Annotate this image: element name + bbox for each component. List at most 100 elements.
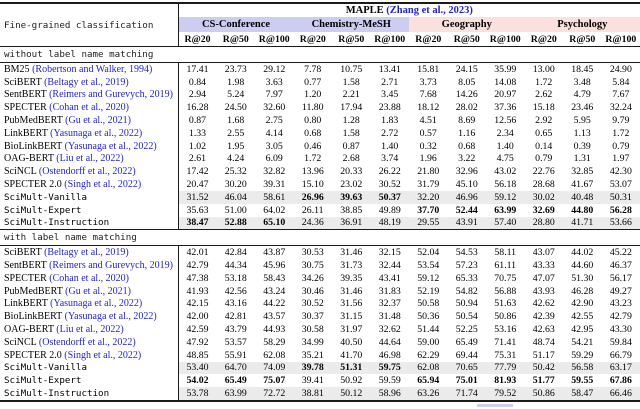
metric-value: 1.95 [227, 140, 245, 152]
metric-value: 17.42 [177, 165, 217, 179]
model-name: SciMult-Vanilla [4, 362, 87, 374]
metric-value: 58.61 [255, 190, 294, 204]
metric-value: 58.96 [370, 387, 409, 401]
metric-value: 35.63 [177, 203, 217, 217]
metric-value: 51.63 [494, 298, 517, 310]
metric-value: 42.62 [532, 298, 555, 310]
metric-value: 59.75 [370, 361, 409, 375]
citation-link[interactable]: (Yasunaga et al., 2022) [47, 298, 143, 310]
table-row: SciNCL (Ostendorff et al., 2022) 47.92 53.… [0, 335, 640, 349]
metric-value: 41.70 [340, 349, 363, 361]
dataset-citation-link[interactable]: (Zhang et al., 2023) [386, 5, 473, 16]
metric-value: 30.75 [301, 260, 324, 272]
model-name: BioLinkBERT [4, 140, 63, 152]
table-row: SentBERT (Reimers and Gurevych, 2019) 2.9… [0, 88, 640, 102]
citation-link[interactable]: (Yasunaga et al., 2022) [62, 311, 157, 323]
metric-value: 70.65 [447, 361, 486, 375]
table-row: BM25 (Robertson and Walker, 1994) 17.41 23… [0, 62, 640, 76]
table-row: LinkBERT (Yasunaga et al., 2022) 42.15 43.… [0, 297, 640, 311]
citation-link[interactable]: (Gu et al., 2021) [62, 285, 131, 297]
metric-value: 62.29 [417, 349, 440, 361]
metric-value: 4.79 [573, 89, 591, 101]
metric-value: 24.50 [224, 102, 247, 114]
metric-value: 0.65 [535, 127, 553, 139]
metric-value: 51.31 [332, 361, 371, 375]
metric-value: 3.73 [419, 76, 437, 88]
metric-value: 54.21 [571, 336, 594, 348]
metric-value: 16.28 [177, 101, 217, 115]
row-label: LinkBERT (Yasunaga et al., 2022) [0, 127, 178, 140]
citation-link[interactable]: (Liu et al., 2022) [53, 153, 124, 165]
metric-value: 20.33 [340, 166, 363, 178]
metric-value: 31.79 [417, 179, 440, 191]
metric-value: 56.17 [609, 272, 632, 284]
metric-value: 50.58 [417, 298, 440, 310]
metric-value: 39.31 [263, 179, 286, 191]
citation-link[interactable]: (Reimers and Gurevych, 2019) [46, 89, 173, 101]
metric-value: 26.22 [378, 166, 401, 178]
metric-value: 1.33 [177, 126, 217, 140]
citation-link[interactable]: (Reimers and Gurevych, 2019) [46, 260, 173, 272]
citation-link[interactable]: (Cohan et al., 2020) [46, 102, 129, 114]
metric-value: 66.79 [609, 349, 632, 361]
citation-link[interactable]: (Robertson and Walker, 1994) [29, 63, 153, 75]
model-name: SciBERT [4, 76, 42, 88]
citation-link[interactable]: (Beltagy et al., 2019) [41, 247, 129, 259]
metric-value: 38.47 [177, 216, 217, 230]
metric-value: 1.58 [342, 76, 360, 88]
metric-value: 42.90 [571, 298, 594, 310]
section-title: without label name matching [0, 46, 640, 63]
metric-value: 74.09 [255, 361, 294, 375]
metric-value: 50.12 [332, 387, 371, 401]
metric-value: 53.54 [417, 260, 440, 272]
metric-value: 72.72 [255, 387, 294, 401]
metric-value: 17.94 [340, 102, 363, 114]
model-name: SciNCL [4, 166, 37, 178]
citation-link[interactable]: (Ostendorff et al., 2022) [36, 166, 136, 178]
metric-value: 52.25 [455, 324, 478, 336]
metric-value: 75.07 [263, 375, 286, 387]
metric-value: 2.92 [535, 115, 553, 127]
metric-value: 28.68 [532, 179, 555, 191]
metric-value: 0.79 [535, 153, 553, 165]
metric-value: 32.60 [263, 102, 286, 114]
metric-value: 81.93 [494, 375, 517, 387]
row-label: SciBERT (Beltagy et al., 2019) [0, 76, 178, 89]
metric-value: 35.21 [301, 349, 324, 361]
metric-value: 53.78 [177, 387, 217, 401]
citation-link[interactable]: (Yasunaga et al., 2022) [62, 140, 157, 152]
metric-value: 43.79 [224, 324, 247, 336]
citation-link[interactable]: (Cohan et al., 2020) [46, 272, 129, 284]
citation-link[interactable]: (Ostendorff et al., 2022) [36, 336, 136, 348]
citation-link[interactable]: (Singh et al., 2022) [61, 179, 142, 191]
metric-value: 31.46 [340, 247, 363, 259]
metric-value: 42.84 [224, 247, 247, 259]
metric-value: 43.87 [263, 247, 286, 259]
metric-value: 2.55 [227, 127, 245, 139]
table-row: SciMult-Instruction 38.47 52.88 65.10 24.36 3… [0, 216, 640, 230]
metric-value: 75.01 [455, 375, 478, 387]
model-name: BioLinkBERT [4, 311, 63, 323]
metric-value: 29.55 [409, 216, 448, 230]
metric-value: 31.48 [378, 311, 401, 323]
metric-value: 7.97 [265, 89, 283, 101]
row-label: SentBERT (Reimers and Gurevych, 2019) [0, 89, 178, 102]
metric-value: 17.41 [177, 62, 217, 76]
metric-value: 64.70 [216, 361, 255, 375]
citation-link[interactable]: (Gu et al., 2021) [62, 115, 131, 127]
citation-link[interactable]: (Singh et al., 2022) [61, 349, 142, 361]
metric-value: 4.51 [419, 115, 437, 127]
model-name: SciNCL [4, 336, 37, 348]
metric-value: 42.81 [224, 311, 247, 323]
metric-value: 32.85 [571, 166, 594, 178]
model-name: OAG-BERT [4, 324, 54, 336]
table-row: LinkBERT (Yasunaga et al., 2022) 1.33 2.55… [0, 126, 640, 140]
citation-link[interactable]: (Liu et al., 2022) [53, 324, 124, 336]
citation-link[interactable]: (Beltagy et al., 2019) [41, 76, 129, 88]
metric-value: 39.35 [340, 272, 363, 284]
model-name: SPECTER [4, 272, 47, 284]
metric-value: 71.41 [494, 336, 517, 348]
metric-value: 43.24 [263, 285, 286, 297]
citation-link[interactable]: (Yasunaga et al., 2022) [47, 127, 143, 139]
metric-value: 0.84 [177, 75, 217, 89]
